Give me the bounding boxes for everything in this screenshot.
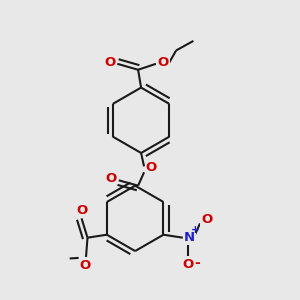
Text: -: - xyxy=(194,256,200,270)
Text: N: N xyxy=(184,231,195,244)
Text: O: O xyxy=(80,259,91,272)
Text: O: O xyxy=(201,213,212,226)
Text: +: + xyxy=(191,225,200,235)
Text: O: O xyxy=(105,172,116,185)
Text: O: O xyxy=(104,56,115,69)
Text: O: O xyxy=(158,56,169,69)
Text: O: O xyxy=(182,258,194,271)
Text: O: O xyxy=(146,161,157,174)
Text: O: O xyxy=(76,204,87,217)
